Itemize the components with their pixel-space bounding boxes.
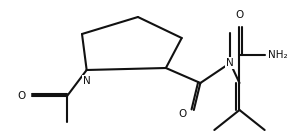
Text: O: O [17,91,25,101]
Text: O: O [178,109,186,119]
Text: N: N [226,58,234,68]
Text: N: N [83,76,90,86]
Text: NH₂: NH₂ [268,50,288,60]
Text: O: O [235,10,244,20]
